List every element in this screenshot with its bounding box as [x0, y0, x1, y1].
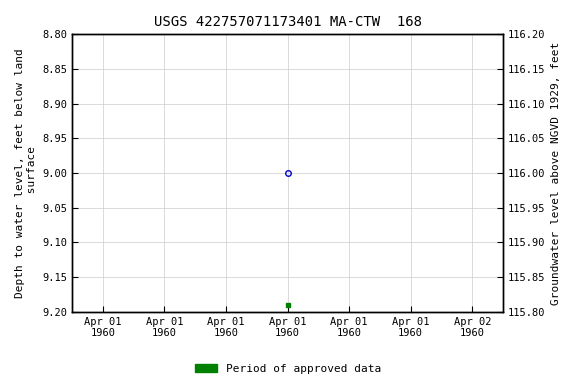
Title: USGS 422757071173401 MA-CTW  168: USGS 422757071173401 MA-CTW 168: [154, 15, 422, 29]
Y-axis label: Depth to water level, feet below land
 surface: Depth to water level, feet below land su…: [15, 48, 37, 298]
Y-axis label: Groundwater level above NGVD 1929, feet: Groundwater level above NGVD 1929, feet: [551, 41, 561, 305]
Legend: Period of approved data: Period of approved data: [191, 359, 385, 379]
